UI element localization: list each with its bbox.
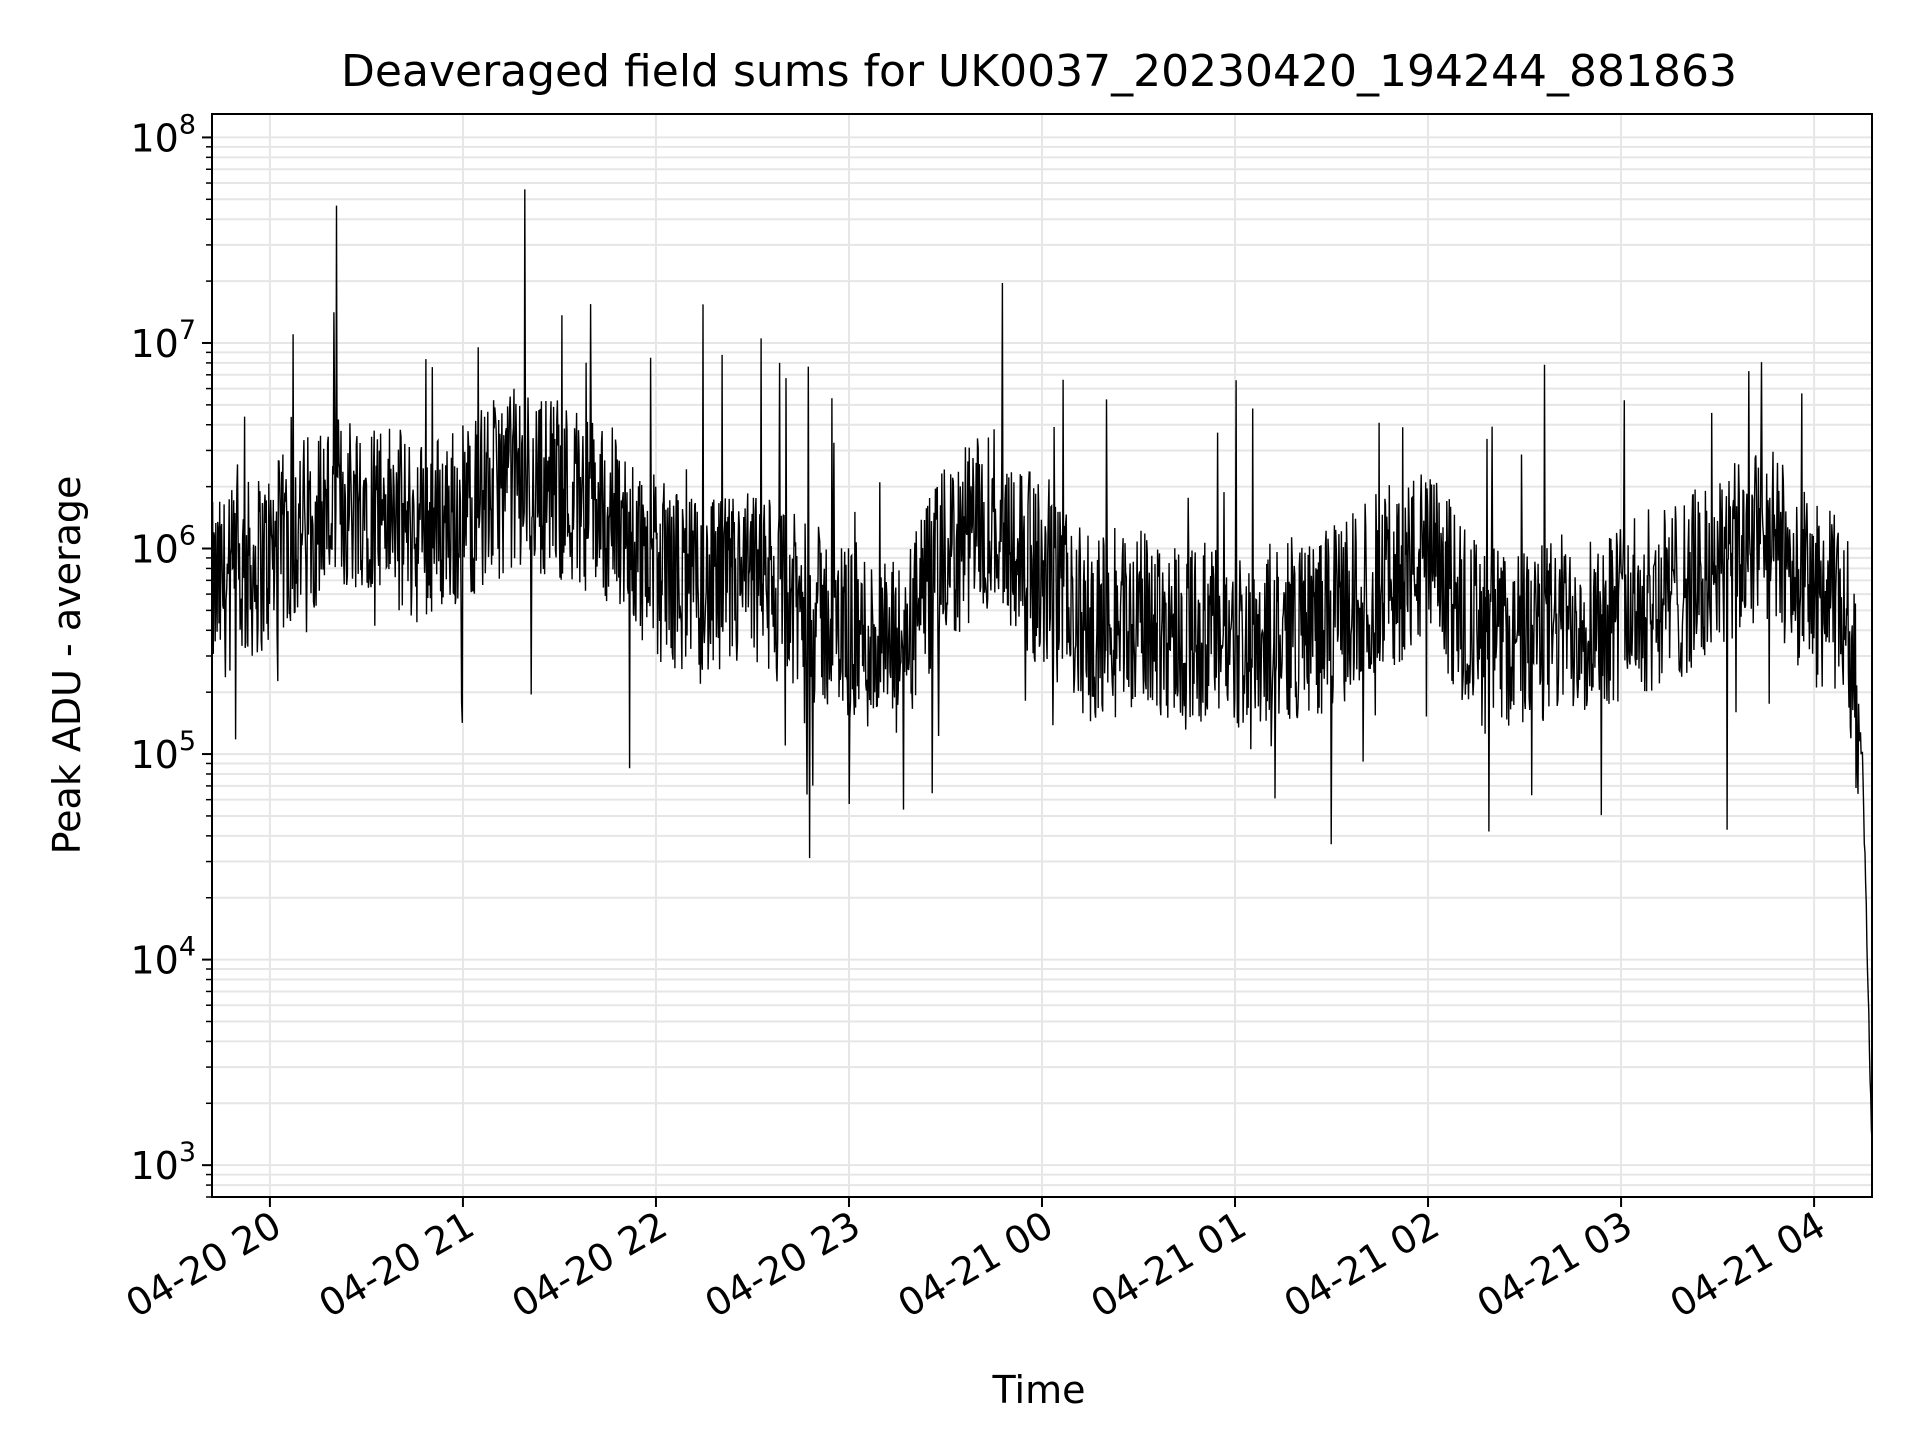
data-line-layer — [211, 189, 1873, 1143]
y-tick-label: 108 — [130, 109, 196, 160]
grid — [212, 114, 1872, 1198]
x-axis-label: Time — [992, 1368, 1086, 1412]
y-axis: 103 104 105 106 107 108 — [130, 109, 212, 1198]
data-series-line — [211, 189, 1873, 1143]
y-axis-label: Peak ADU - average — [45, 476, 89, 855]
y-tick-label: 104 — [130, 932, 196, 983]
y-tick-label: 107 — [130, 315, 196, 366]
chart-title: Deaveraged field sums for UK0037_2023042… — [341, 46, 1737, 97]
y-tick-label: 105 — [130, 726, 196, 777]
y-tick-label: 106 — [130, 521, 196, 572]
y-tick-label: 103 — [130, 1137, 196, 1188]
